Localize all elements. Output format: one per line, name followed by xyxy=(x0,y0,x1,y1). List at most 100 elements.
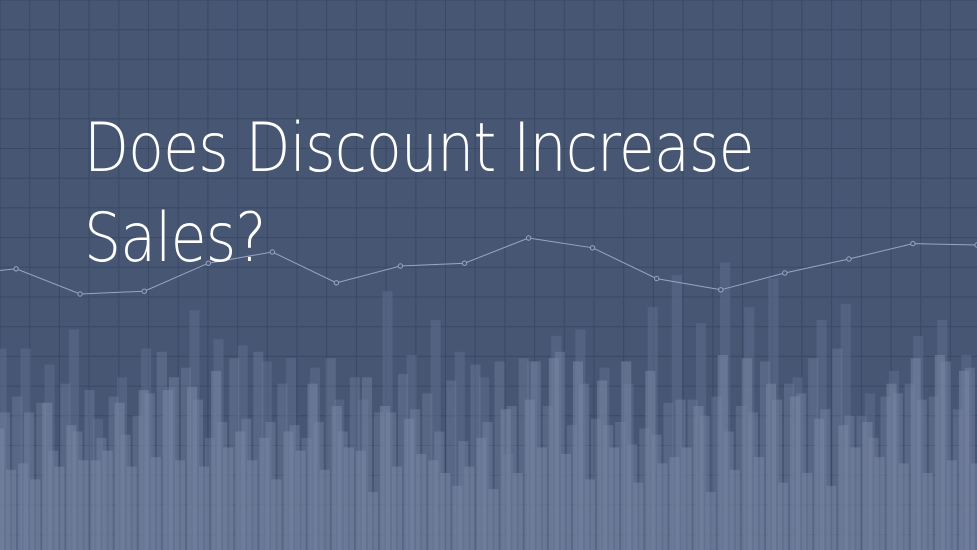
chart-bar xyxy=(784,383,795,550)
chart-bar xyxy=(199,466,210,550)
chart-bar xyxy=(349,377,360,550)
chart-bar xyxy=(778,482,789,550)
chart-bar xyxy=(922,473,933,550)
chart-bar xyxy=(506,406,517,550)
chart-bar xyxy=(645,370,656,550)
chart-bar xyxy=(180,367,191,550)
chart-bar xyxy=(440,473,451,550)
chart-bar xyxy=(54,466,65,550)
trend-line-layer xyxy=(0,235,977,297)
chart-bar xyxy=(639,428,650,550)
chart-bar xyxy=(687,399,698,550)
chart-bar xyxy=(476,437,487,550)
chart-bar xyxy=(24,412,35,550)
chart-bar xyxy=(542,406,553,550)
chart-bar xyxy=(464,466,475,550)
chart-bar xyxy=(404,418,415,550)
chart-bar xyxy=(832,348,843,550)
trend-point xyxy=(782,270,788,276)
chart-bar xyxy=(946,460,957,550)
chart-bar xyxy=(90,460,101,550)
chart-bar xyxy=(524,399,535,550)
chart-bar xyxy=(868,437,879,550)
chart-bar xyxy=(747,412,758,550)
trend-point xyxy=(333,280,340,286)
chart-bar xyxy=(36,402,47,550)
chart-bar xyxy=(283,431,294,550)
chart-bar xyxy=(621,361,632,550)
chart-bar xyxy=(416,453,427,550)
title-line-1: Does Discount Increase xyxy=(84,109,755,188)
chart-bar xyxy=(72,431,83,550)
chart-bar xyxy=(572,361,583,550)
chart-bar xyxy=(379,406,390,550)
chart-bar xyxy=(671,275,682,550)
trend-point xyxy=(461,260,468,266)
chart-bar xyxy=(554,351,565,550)
chart-bar xyxy=(422,393,433,550)
chart-bar xyxy=(205,437,216,550)
chart-bar xyxy=(187,386,198,550)
chart-bar xyxy=(211,370,222,550)
chart-bar xyxy=(886,383,897,550)
chart-bar xyxy=(723,431,734,550)
chart-bar xyxy=(916,399,927,550)
chart-bar xyxy=(132,415,143,550)
chart-bar xyxy=(102,450,113,550)
chart-bar xyxy=(12,396,23,550)
chart-bar xyxy=(971,463,977,550)
chart-bar xyxy=(410,409,421,550)
chart-bar xyxy=(880,396,891,550)
chart-bar xyxy=(217,422,228,550)
chart-bar xyxy=(536,447,547,550)
chart-bar xyxy=(802,473,813,550)
chart-bar xyxy=(392,466,403,550)
chart-bar xyxy=(229,358,240,550)
chart-bar xyxy=(820,409,831,550)
chart-bar xyxy=(952,409,963,550)
chart-bar xyxy=(808,358,819,550)
chart-bar xyxy=(603,425,614,550)
chart-bar xyxy=(874,457,885,550)
chart-bar xyxy=(20,348,31,550)
chart-bar xyxy=(482,422,493,550)
chart-bar xyxy=(331,406,342,550)
chart-bar xyxy=(398,374,409,550)
chart-bar xyxy=(699,415,710,550)
chart-bar xyxy=(42,402,53,550)
chart-bar xyxy=(518,358,529,550)
chart-bar xyxy=(235,431,246,550)
chart-bar xyxy=(162,390,173,550)
chart-bar xyxy=(928,396,939,550)
chart-bar xyxy=(958,370,969,550)
chart-bar xyxy=(18,463,29,550)
chart-bar xyxy=(934,355,945,550)
chart-bar xyxy=(765,383,776,550)
bars-layer xyxy=(0,262,977,550)
chart-bar xyxy=(150,457,161,550)
chart-bar xyxy=(247,460,258,550)
chart-bar xyxy=(850,447,861,550)
trend-point xyxy=(846,256,852,262)
chart-bar xyxy=(717,355,728,550)
chart-bar xyxy=(651,434,662,550)
chart-bar xyxy=(66,425,77,550)
chart-bar xyxy=(790,396,801,550)
chart-bar xyxy=(796,393,807,550)
trend-point xyxy=(77,291,83,297)
chart-bar xyxy=(313,422,324,550)
chart-bar xyxy=(512,473,523,550)
chart-bar xyxy=(319,469,330,550)
chart-bar xyxy=(681,447,692,550)
trend-point xyxy=(13,266,19,272)
chart-bar xyxy=(470,364,481,550)
chart-bar xyxy=(844,415,855,550)
trend-point xyxy=(525,235,532,241)
trend-point xyxy=(269,249,275,255)
chart-bar xyxy=(96,437,107,550)
chart-bar xyxy=(609,447,620,550)
chart-bar xyxy=(759,361,770,550)
chart-bar xyxy=(343,447,354,550)
chart-bar xyxy=(120,434,131,550)
